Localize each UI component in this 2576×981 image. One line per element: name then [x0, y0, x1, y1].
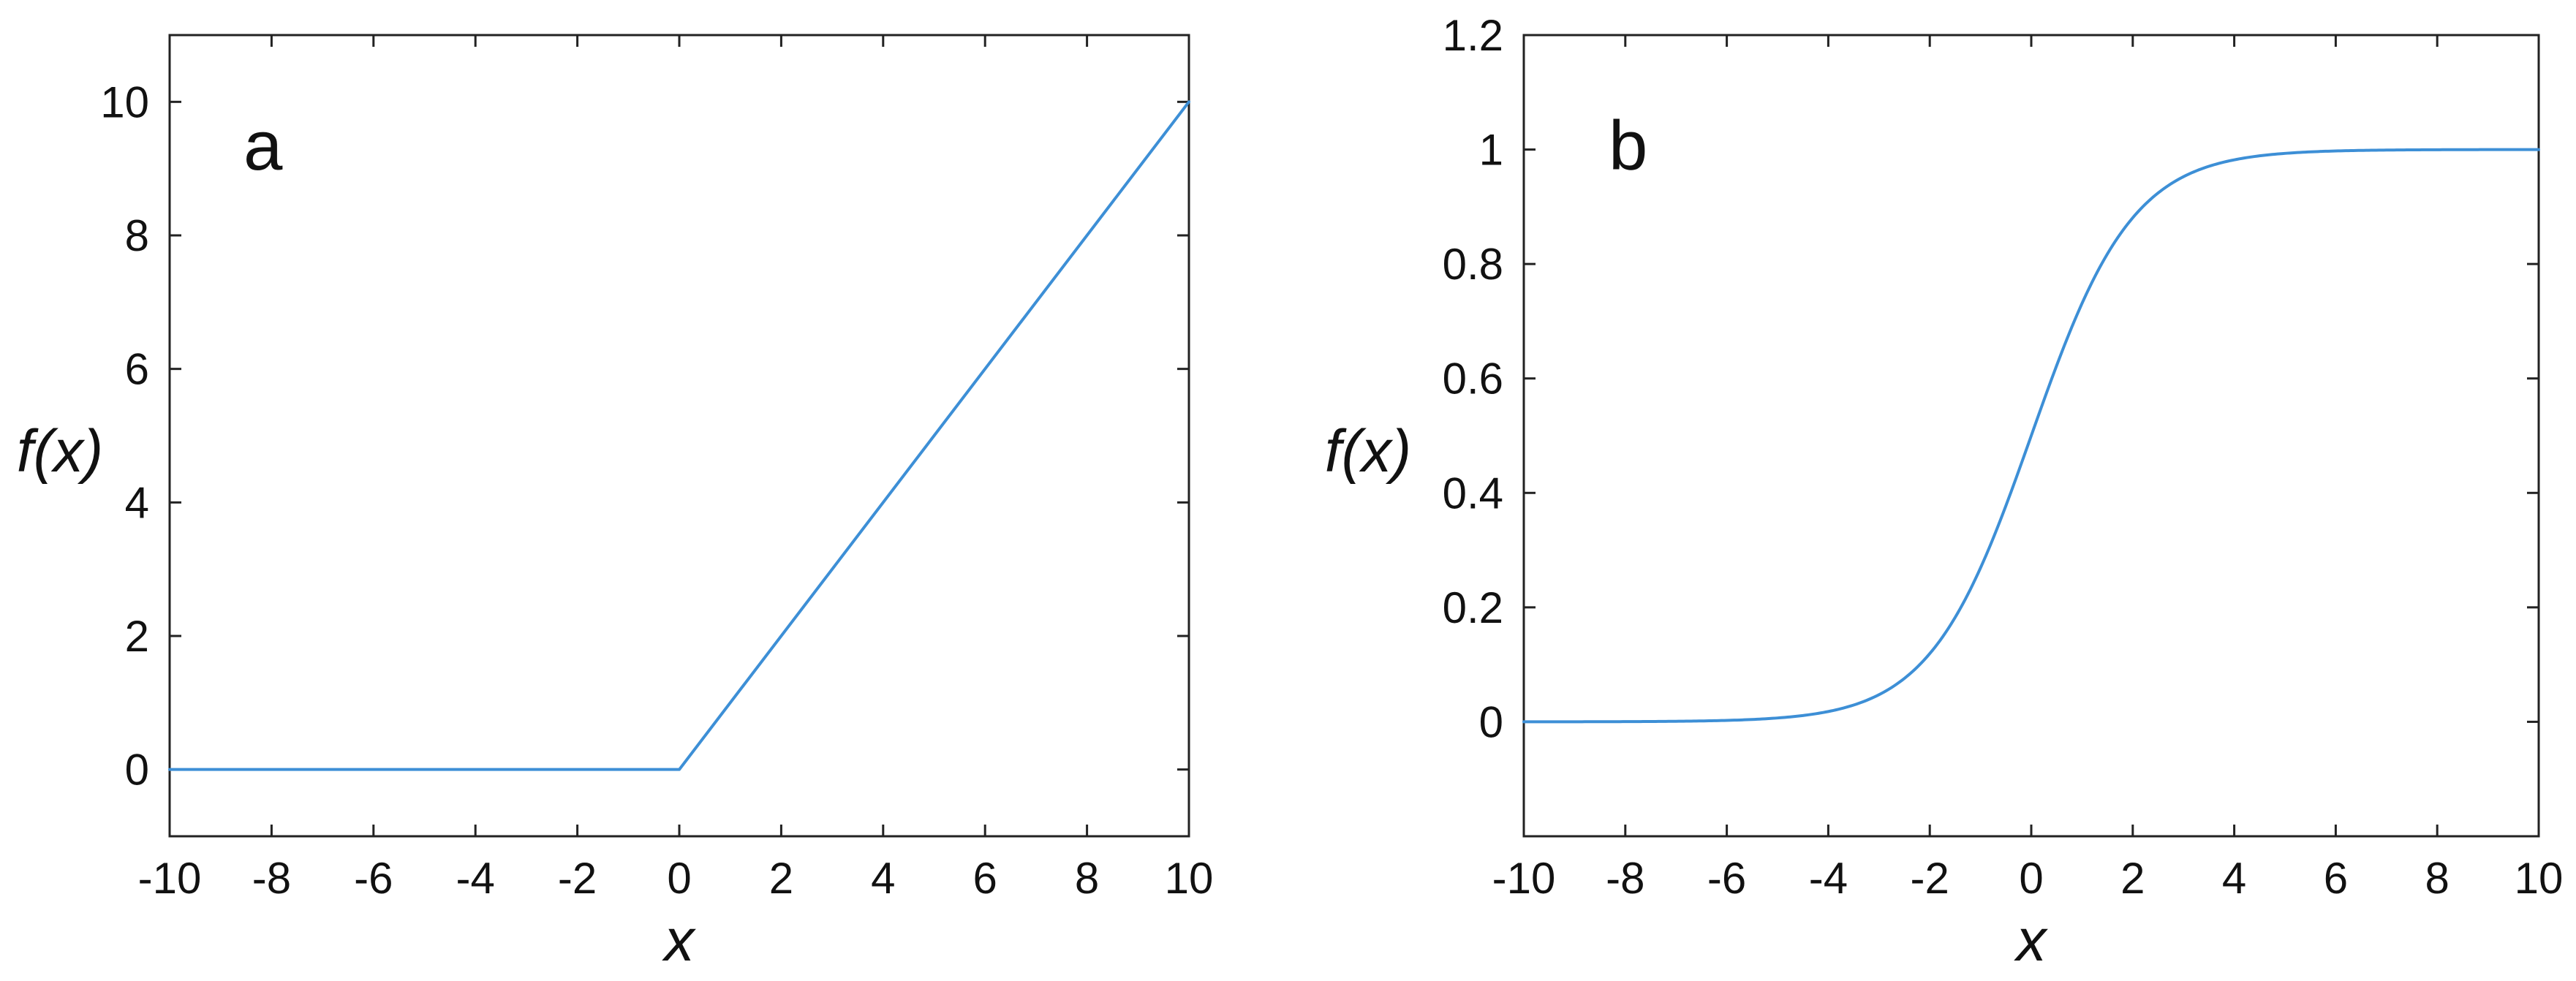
x-tick-label: -4: [456, 854, 495, 903]
x-tick-label: 2: [769, 854, 793, 903]
x-tick-label: -6: [354, 854, 393, 903]
x-tick-label: 0: [2019, 854, 2043, 903]
x-axis-title: x: [2014, 907, 2049, 974]
x-tick-label: 0: [667, 854, 691, 903]
y-tick-label: 1.2: [1443, 11, 1503, 60]
y-tick-label: 1: [1479, 126, 1503, 175]
y-tick-label: 0.2: [1443, 583, 1503, 632]
y-axis-title: f(x): [17, 418, 103, 485]
x-tick-label: 4: [2222, 854, 2246, 903]
x-tick-label: 4: [871, 854, 895, 903]
y-tick-label: 0.6: [1443, 355, 1503, 404]
y-tick-label: 0: [1479, 697, 1503, 746]
x-tick-label: 8: [1075, 854, 1099, 903]
series-line-relu: [168, 100, 1190, 771]
y-tick-label: 8: [125, 211, 149, 260]
y-tick-label: 10: [100, 77, 149, 126]
x-axis-title: x: [662, 907, 697, 974]
x-tick-label: 6: [2324, 854, 2348, 903]
plot-frame-a: [168, 34, 1190, 838]
y-tick-label: 0.4: [1443, 469, 1503, 518]
x-tick-label: 6: [973, 854, 997, 903]
x-tick-label: 8: [2425, 854, 2450, 903]
x-tick-label: -6: [1707, 854, 1746, 903]
x-tick-label: -4: [1809, 854, 1848, 903]
x-tick-label: -10: [1492, 854, 1556, 903]
y-tick-label: 6: [125, 345, 149, 394]
x-tick-label: -10: [138, 854, 202, 903]
y-tick-label: 0.8: [1443, 240, 1503, 289]
panel-label: b: [1609, 107, 1647, 185]
x-tick-label: -8: [1606, 854, 1644, 903]
x-tick-label: 2: [2120, 854, 2145, 903]
x-tick-label: -2: [558, 854, 597, 903]
x-tick-label: 10: [2515, 854, 2564, 903]
panel-label: a: [243, 107, 283, 185]
chart-panel-b: -10 -8 -6 -4 -2 0 2 4 6 8 10 0 0.2 0.4 0.6 0.8 1 1.2 x f(x)…: [1325, 11, 2564, 974]
x-tick-label: -8: [252, 854, 291, 903]
x-tick-label: -2: [1911, 854, 1949, 903]
y-tick-label: 0: [125, 746, 149, 795]
series-line-sigmoid: [1522, 148, 2540, 724]
y-tick-label: 2: [125, 612, 149, 661]
y-tick-label: 4: [125, 478, 149, 527]
chart-panel-a: -10 -8 -6 -4 -2 0 2 4 6 8 10 0 2 4 6 8 10 x f(x) a: [17, 34, 1214, 974]
y-axis-title: f(x): [1325, 418, 1411, 485]
x-tick-label: 10: [1165, 854, 1214, 903]
